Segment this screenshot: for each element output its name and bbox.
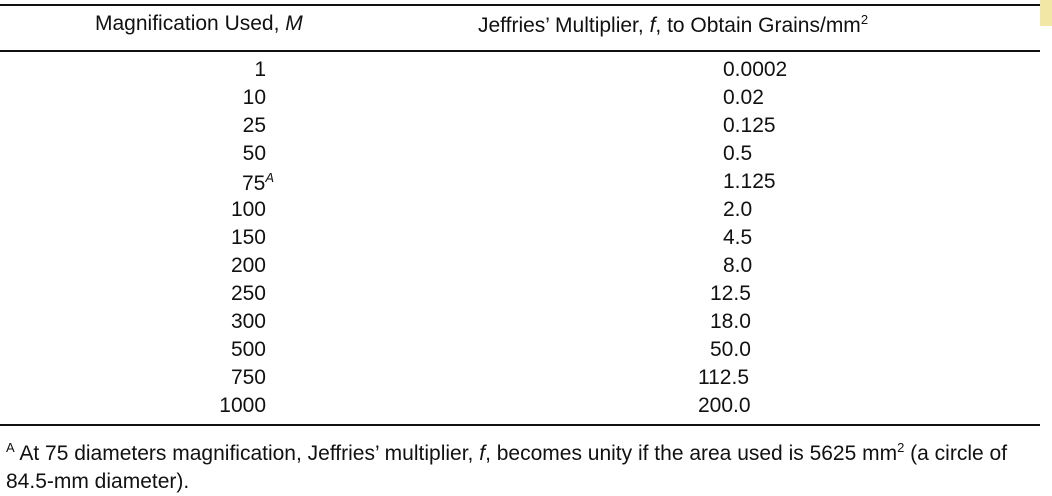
multiplier-cell: 18.0 <box>710 310 751 333</box>
magnification-cell: 10 <box>242 86 266 109</box>
table-row: 500 50.0 <box>0 338 1052 366</box>
header-magnification: Magnification Used, M <box>95 12 303 35</box>
table-row: 1 0.0002 <box>0 58 1052 86</box>
table-row: 200 8.0 <box>0 254 1052 282</box>
multiplier-cell: 12.5 <box>710 282 751 305</box>
magnification-cell: 1000 <box>219 394 266 417</box>
multiplier-cell: 2.0 <box>723 198 753 221</box>
multiplier-cell: 1.125 <box>723 170 776 193</box>
multiplier-cell: 0.5 <box>723 142 753 165</box>
magnification-cell: 50 <box>242 142 266 165</box>
table-row: 10 0.02 <box>0 86 1052 114</box>
multiplier-cell: 50.0 <box>710 338 751 361</box>
table-row: 250 12.5 <box>0 282 1052 310</box>
magnification-cell: 500 <box>230 338 266 361</box>
footnote-marker: A <box>6 440 15 455</box>
magnification-cell: 750 <box>230 366 266 389</box>
table-row: 75A 1.125 <box>0 170 1052 198</box>
multiplier-cell: 112.5 <box>698 366 749 389</box>
magnification-cell: 250 <box>230 282 266 305</box>
table-row: 25 0.125 <box>0 114 1052 142</box>
magnification-cell: 300 <box>230 310 266 333</box>
magnification-cell: 75A <box>241 170 274 195</box>
table-row: 100 2.0 <box>0 198 1052 226</box>
magnification-cell: 1 <box>254 58 266 81</box>
multiplier-cell: 0.02 <box>723 86 764 109</box>
header-rule <box>0 50 1040 52</box>
table-row: 150 4.5 <box>0 226 1052 254</box>
table-bottom-rule <box>0 424 1040 426</box>
corner-accent <box>1040 0 1052 26</box>
table-footnote: A At 75 diameters magnification, Jeffrie… <box>6 440 1008 493</box>
footnote-marker: A <box>265 170 274 185</box>
table-row: 750 112.5 <box>0 366 1052 394</box>
multiplier-cell: 0.125 <box>723 114 776 137</box>
multiplier-cell: 8.0 <box>723 254 753 277</box>
table-body: 1 0.0002 10 0.02 25 0.125 50 0.5 75A 1.125 10… <box>0 58 1052 422</box>
header-jeffries-multiplier: Jeffries’ Multiplier, f, to Obtain Grain… <box>478 12 869 37</box>
magnification-cell: 150 <box>230 226 266 249</box>
magnification-cell: 100 <box>230 198 266 221</box>
table-row: 300 18.0 <box>0 310 1052 338</box>
table-row: 1000 200.0 <box>0 394 1052 422</box>
table-row: 50 0.5 <box>0 142 1052 170</box>
magnification-cell: 25 <box>242 114 266 137</box>
magnification-cell: 200 <box>230 254 266 277</box>
multiplier-cell: 0.0002 <box>723 58 788 81</box>
table-top-rule <box>0 4 1040 6</box>
multiplier-cell: 200.0 <box>698 394 751 417</box>
multiplier-cell: 4.5 <box>723 226 753 249</box>
